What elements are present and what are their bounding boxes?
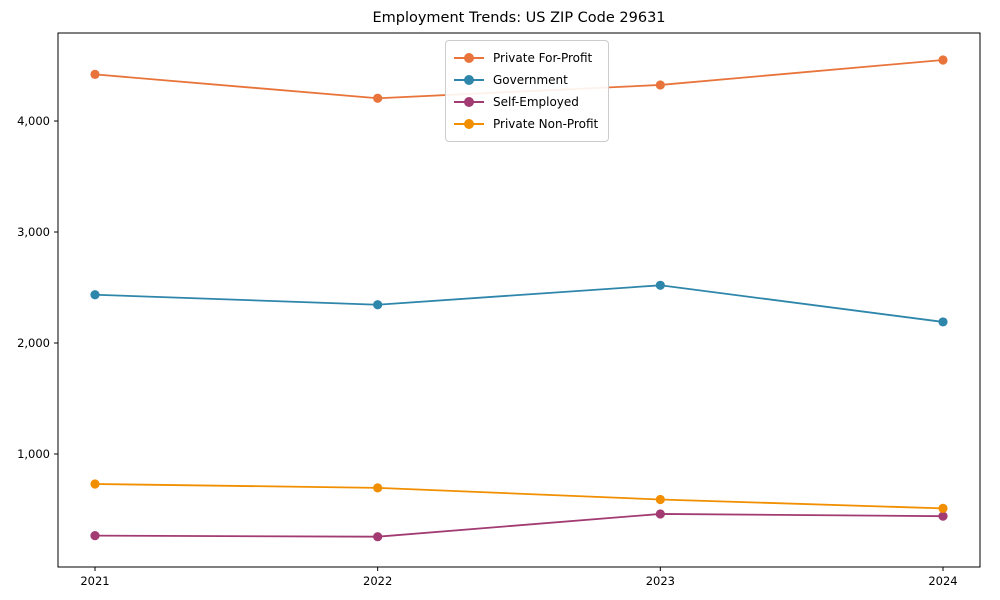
- legend-marker-icon: [454, 119, 484, 129]
- data-point: [90, 530, 100, 541]
- data-point: [938, 511, 948, 521]
- y-tick-label: 2,000: [17, 336, 50, 350]
- legend: Private For-Profit Government Self-Employe…: [445, 40, 610, 142]
- legend-marker-icon: [454, 53, 484, 63]
- series-line: [94, 284, 944, 323]
- x-tick-label: 2023: [646, 574, 675, 588]
- y-tick-label: 3,000: [17, 225, 50, 239]
- data-point: [938, 55, 948, 65]
- series-line: [94, 513, 944, 538]
- legend-label: Self-Employed: [493, 95, 579, 109]
- x-tick-label: 2021: [80, 574, 109, 588]
- data-point: [938, 317, 948, 327]
- y-tick-label: 1,000: [17, 447, 50, 461]
- legend-marker-icon: [454, 75, 484, 85]
- data-point: [655, 509, 665, 519]
- data-point: [655, 280, 665, 290]
- series-line: [94, 483, 944, 510]
- chart-title: Employment Trends: US ZIP Code 29631: [372, 10, 666, 26]
- data-point: [938, 503, 948, 513]
- legend-label: Government: [493, 73, 568, 87]
- x-tick-label: 2024: [928, 574, 957, 588]
- legend-label: Private Non-Profit: [493, 117, 599, 131]
- data-point: [373, 532, 383, 542]
- data-point: [90, 290, 100, 300]
- plot-border: [57, 32, 981, 568]
- legend-item: Private For-Profit: [454, 47, 598, 69]
- y-tick-label: 4,000: [17, 114, 50, 128]
- legend-item: Government: [454, 69, 598, 91]
- data-point: [655, 494, 665, 505]
- data-point: [90, 69, 100, 80]
- data-point: [373, 93, 383, 103]
- legend-item: Private Non-Profit: [454, 113, 598, 135]
- legend-marker-icon: [454, 97, 484, 107]
- data-point: [655, 80, 665, 90]
- x-tick-label: 2022: [363, 574, 392, 588]
- legend-label: Private For-Profit: [493, 51, 593, 65]
- legend-item: Self-Employed: [454, 91, 598, 113]
- data-point: [373, 300, 383, 310]
- data-point: [90, 479, 100, 489]
- data-point: [373, 483, 383, 493]
